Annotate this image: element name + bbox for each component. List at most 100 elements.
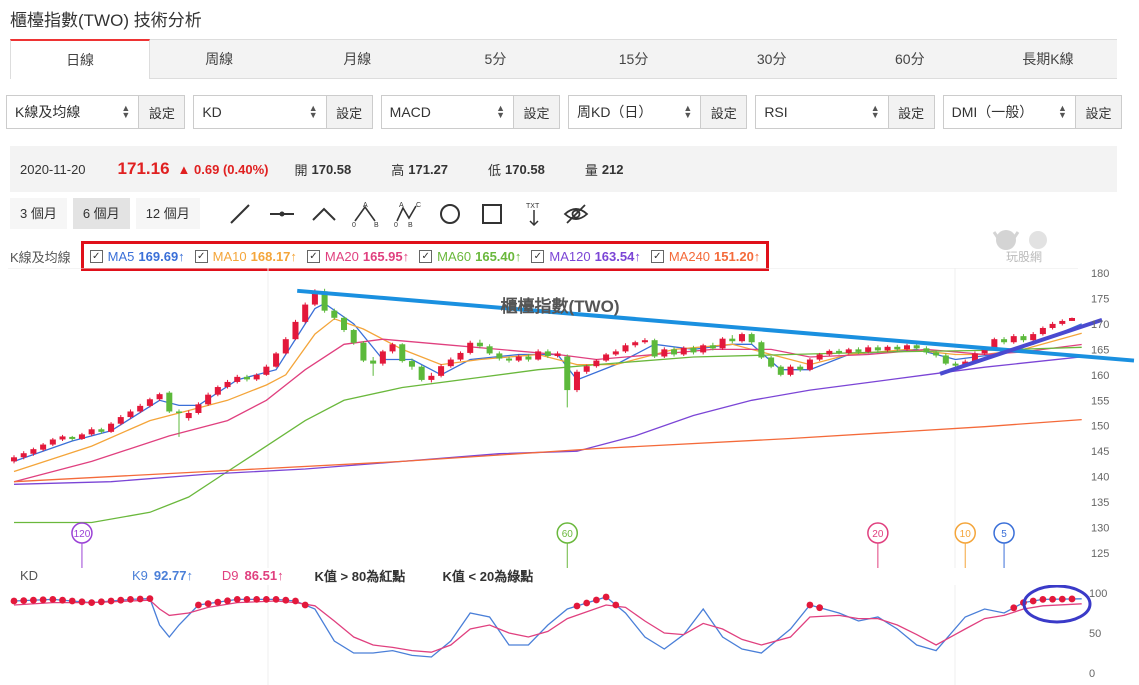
candle-body	[933, 352, 940, 356]
candle-body	[622, 345, 629, 352]
low-value: 170.58	[505, 161, 545, 177]
indicator-select-2[interactable]: KD ▲ ▼	[194, 96, 326, 128]
checkbox-icon[interactable]: ✓	[89, 249, 103, 263]
candle-body	[758, 342, 765, 358]
quote-price: 171.16	[117, 159, 170, 178]
svg-text:B: B	[374, 222, 379, 227]
indicator-selectors: K線及均線 ▲ ▼ 設定 KD ▲ ▼ 設定 MACD ▲ ▼ 設定 周KD（日） ▲ ▼ 設定…	[6, 95, 1122, 129]
settings-button[interactable]: 設定	[512, 96, 559, 128]
tab-15min[interactable]: 15分	[618, 51, 649, 67]
tab-weekly[interactable]: 周線	[205, 51, 234, 67]
candle-body	[360, 342, 367, 361]
kd-red-dot	[272, 596, 280, 603]
svg-text:A: A	[399, 202, 404, 209]
rectangle-tool-icon[interactable]	[474, 198, 510, 229]
candle-body	[224, 381, 231, 388]
settings-button[interactable]: 設定	[1074, 96, 1121, 128]
svg-text:A: A	[363, 202, 368, 209]
y-tick-label: 140	[1091, 472, 1109, 484]
candle-body	[341, 317, 348, 331]
page-title: 櫃檯指數(TWO) 技術分析	[10, 11, 202, 30]
kd-red-dot	[1029, 597, 1037, 605]
settings-button[interactable]: 設定	[325, 96, 372, 128]
tab-long-term[interactable]: 長期K線	[1022, 51, 1074, 67]
abc-pattern-tool-icon[interactable]: 0 A B	[348, 198, 384, 229]
indicator-select-6[interactable]: DMI（一般） ▲ ▼	[943, 96, 1075, 128]
kd-red-dot	[39, 596, 47, 604]
tab-monthly[interactable]: 月線	[343, 51, 372, 67]
y-tick-label: 180	[1091, 268, 1109, 280]
select-arrows-icon: ▲ ▼	[1058, 103, 1067, 120]
candlestick-chart: 120 60 20 10 5 180 175 170 165 160 155 150 145 140 13…	[8, 268, 1135, 568]
checkbox-icon[interactable]: ✓	[306, 249, 320, 263]
kd-red-dot	[1049, 595, 1056, 603]
circle-tool-icon[interactable]	[432, 198, 468, 229]
candle-body	[564, 356, 571, 391]
ma-legend-item-ma10[interactable]: ✓ MA10 168.17↑	[194, 249, 297, 264]
checkbox-icon[interactable]: ✓	[419, 249, 433, 263]
marker-label: 60	[562, 529, 574, 540]
candle-body	[690, 347, 697, 353]
candle-body	[234, 376, 241, 382]
indicator-select-5[interactable]: RSI ▲ ▼	[756, 96, 888, 128]
ma-value: 169.69↑	[138, 248, 185, 264]
kd-red-dot	[224, 597, 231, 605]
marker-circle	[556, 522, 579, 544]
candle-body	[302, 304, 309, 322]
hide-drawings-icon[interactable]	[558, 198, 594, 229]
ma-legend-item-ma240[interactable]: ✓ MA240 151.20↑	[650, 249, 760, 264]
settings-button[interactable]: 設定	[887, 96, 934, 128]
svg-text:0: 0	[352, 222, 356, 227]
ma-legend-item-ma20[interactable]: ✓ MA20 165.95↑	[306, 249, 409, 264]
checkbox-icon[interactable]: ✓	[194, 249, 208, 263]
indicator-select-3[interactable]: MACD ▲ ▼	[381, 96, 513, 128]
candle-body	[632, 342, 639, 346]
angle-tool-icon[interactable]	[306, 198, 342, 229]
indicator-select-4[interactable]: 周KD（日） ▲ ▼	[568, 96, 701, 128]
abcd-pattern-tool-icon[interactable]: 0 A B C	[390, 198, 426, 229]
tab-60min[interactable]: 60分	[895, 51, 925, 67]
range-6-months-button[interactable]: 6 個月	[72, 198, 130, 229]
checkbox-icon[interactable]: ✓	[650, 249, 664, 263]
range-3-months-button[interactable]: 3 個月	[10, 198, 67, 229]
candle-body	[438, 366, 445, 376]
ma-legend-item-ma5[interactable]: ✓ MA5 169.69↑	[89, 248, 185, 264]
open-value: 170.58	[311, 161, 352, 177]
tab-5min[interactable]: 5分	[484, 51, 507, 67]
candle-body	[311, 291, 318, 305]
kd-red-dot	[107, 597, 115, 605]
marker-circle	[71, 522, 93, 544]
line-tool-icon[interactable]	[222, 198, 258, 229]
indicator-select-1[interactable]: K線及均線 ▲ ▼	[7, 96, 139, 128]
candle-body	[729, 338, 736, 342]
candle-body	[719, 338, 726, 349]
ma-legend-item-ma120[interactable]: ✓ MA120 163.54↑	[531, 249, 641, 264]
kd-red-dot	[68, 597, 76, 605]
selector-group-5: RSI ▲ ▼ 設定	[755, 95, 935, 129]
candle-body	[69, 436, 76, 439]
checkbox-icon[interactable]: ✓	[531, 249, 545, 263]
ma-legend-item-ma60[interactable]: ✓ MA60 165.40↑	[419, 249, 521, 264]
candle-body	[146, 399, 153, 406]
tab-daily[interactable]: 日線	[10, 39, 151, 79]
text-tool-icon[interactable]: TXT	[516, 198, 552, 229]
candle-body	[826, 350, 833, 355]
settings-button[interactable]: 設定	[700, 96, 747, 128]
candle-body	[282, 339, 289, 354]
indicator-select-value: RSI	[764, 104, 788, 120]
candle-body	[418, 366, 425, 380]
candle-body	[865, 347, 872, 352]
candle-body	[506, 358, 513, 361]
candle-body	[496, 353, 503, 359]
ascending-trendline	[939, 317, 1103, 376]
tab-30min[interactable]: 30分	[756, 51, 787, 67]
candle-body	[243, 376, 250, 380]
horizontal-line-tool-icon[interactable]	[264, 198, 300, 229]
candle-body	[971, 353, 978, 362]
kd-y-tick-label: 100	[1089, 588, 1107, 600]
settings-button[interactable]: 設定	[138, 96, 185, 128]
range-12-months-button[interactable]: 12 個月	[135, 198, 200, 229]
candle-body	[1068, 318, 1076, 321]
chart-title: 櫃檯指數(TWO)	[501, 296, 620, 316]
kd-red-dot	[1068, 595, 1076, 603]
